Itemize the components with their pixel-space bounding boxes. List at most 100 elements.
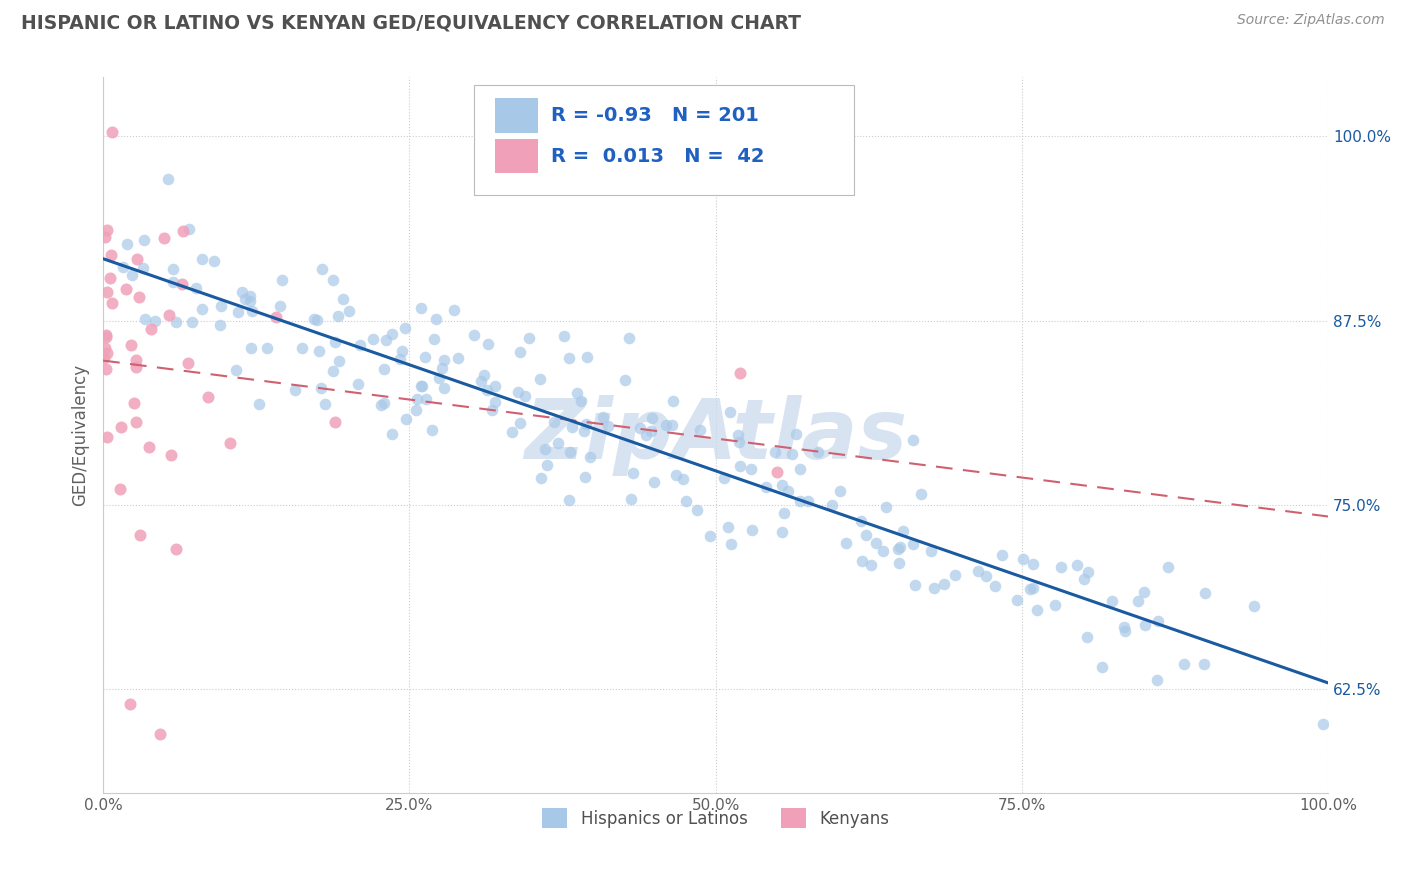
Point xyxy=(162,261,184,276)
Point xyxy=(411,379,433,393)
Point xyxy=(547,435,569,450)
Point xyxy=(515,389,537,403)
Point xyxy=(1012,552,1035,566)
Point xyxy=(1157,559,1180,574)
Point xyxy=(325,334,347,349)
Point xyxy=(138,440,160,454)
Point xyxy=(347,376,370,391)
Point xyxy=(110,419,132,434)
Point xyxy=(447,351,470,365)
Point xyxy=(363,332,385,346)
Point xyxy=(613,373,636,387)
Point xyxy=(125,359,148,374)
Point xyxy=(110,482,132,496)
Point xyxy=(1005,593,1028,607)
Point xyxy=(904,577,927,591)
Point xyxy=(534,442,557,456)
Point xyxy=(1126,594,1149,608)
Point xyxy=(101,296,124,310)
Point xyxy=(141,321,163,335)
Text: Source: ZipAtlas.com: Source: ZipAtlas.com xyxy=(1237,13,1385,28)
Point xyxy=(389,351,412,366)
Text: HISPANIC OR LATINO VS KENYAN GED/EQUIVALENCY CORRELATION CHART: HISPANIC OR LATINO VS KENYAN GED/EQUIVAL… xyxy=(21,13,801,32)
Point xyxy=(370,398,392,412)
Point xyxy=(891,524,914,538)
Point xyxy=(125,352,148,367)
Point xyxy=(741,524,763,538)
Point xyxy=(1022,557,1045,571)
Point xyxy=(558,445,581,459)
Point xyxy=(132,261,155,276)
Point xyxy=(231,285,253,300)
Point xyxy=(643,475,665,489)
Point xyxy=(860,558,883,572)
Point xyxy=(1114,620,1136,634)
Point xyxy=(727,428,749,442)
Point xyxy=(100,248,122,262)
Legend: Hispanics or Latinos, Kenyans: Hispanics or Latinos, Kenyans xyxy=(536,802,896,834)
Point xyxy=(202,254,225,268)
Point xyxy=(391,344,413,359)
Point xyxy=(713,471,735,485)
Point xyxy=(763,444,786,458)
Point xyxy=(553,329,575,343)
Point xyxy=(128,290,150,304)
Point xyxy=(1132,585,1154,599)
Point xyxy=(1243,599,1265,613)
Point xyxy=(579,450,602,465)
Point xyxy=(413,351,436,365)
Point xyxy=(1073,572,1095,586)
Point xyxy=(830,484,852,499)
Point xyxy=(373,362,395,376)
Point xyxy=(94,328,117,343)
Point xyxy=(991,548,1014,562)
Point xyxy=(240,304,263,318)
Point xyxy=(239,289,262,303)
Point xyxy=(770,477,793,491)
Point xyxy=(328,309,350,323)
Point xyxy=(349,338,371,352)
Point xyxy=(247,396,270,410)
Point xyxy=(901,433,924,447)
Point xyxy=(807,445,830,459)
Point xyxy=(1135,618,1157,632)
Point xyxy=(128,527,150,541)
Point xyxy=(94,229,117,244)
Point xyxy=(797,493,820,508)
Point xyxy=(641,411,664,425)
Point xyxy=(855,528,877,542)
Point xyxy=(1146,673,1168,688)
Point xyxy=(443,302,465,317)
Point xyxy=(233,292,256,306)
Point xyxy=(529,371,551,385)
Point xyxy=(180,314,202,328)
Point xyxy=(226,305,249,319)
Point xyxy=(887,542,910,557)
Point xyxy=(529,471,551,485)
Point xyxy=(1194,586,1216,600)
Point xyxy=(157,308,180,322)
Point xyxy=(740,461,762,475)
Point xyxy=(134,233,156,247)
Point xyxy=(1066,558,1088,572)
Point xyxy=(592,410,614,425)
Point xyxy=(484,379,506,393)
Point xyxy=(463,328,485,343)
Point xyxy=(598,419,620,434)
Point xyxy=(718,405,741,419)
Point xyxy=(974,569,997,583)
Point xyxy=(381,326,404,341)
Point xyxy=(561,420,583,434)
Point xyxy=(789,462,811,476)
Point xyxy=(122,395,145,409)
Point xyxy=(821,498,844,512)
Point xyxy=(172,223,194,237)
Point xyxy=(672,472,695,486)
Point xyxy=(565,386,588,401)
Point xyxy=(165,316,187,330)
Point xyxy=(395,411,418,425)
Point xyxy=(484,395,506,409)
Point xyxy=(162,275,184,289)
FancyBboxPatch shape xyxy=(474,85,853,195)
Point xyxy=(481,403,503,417)
